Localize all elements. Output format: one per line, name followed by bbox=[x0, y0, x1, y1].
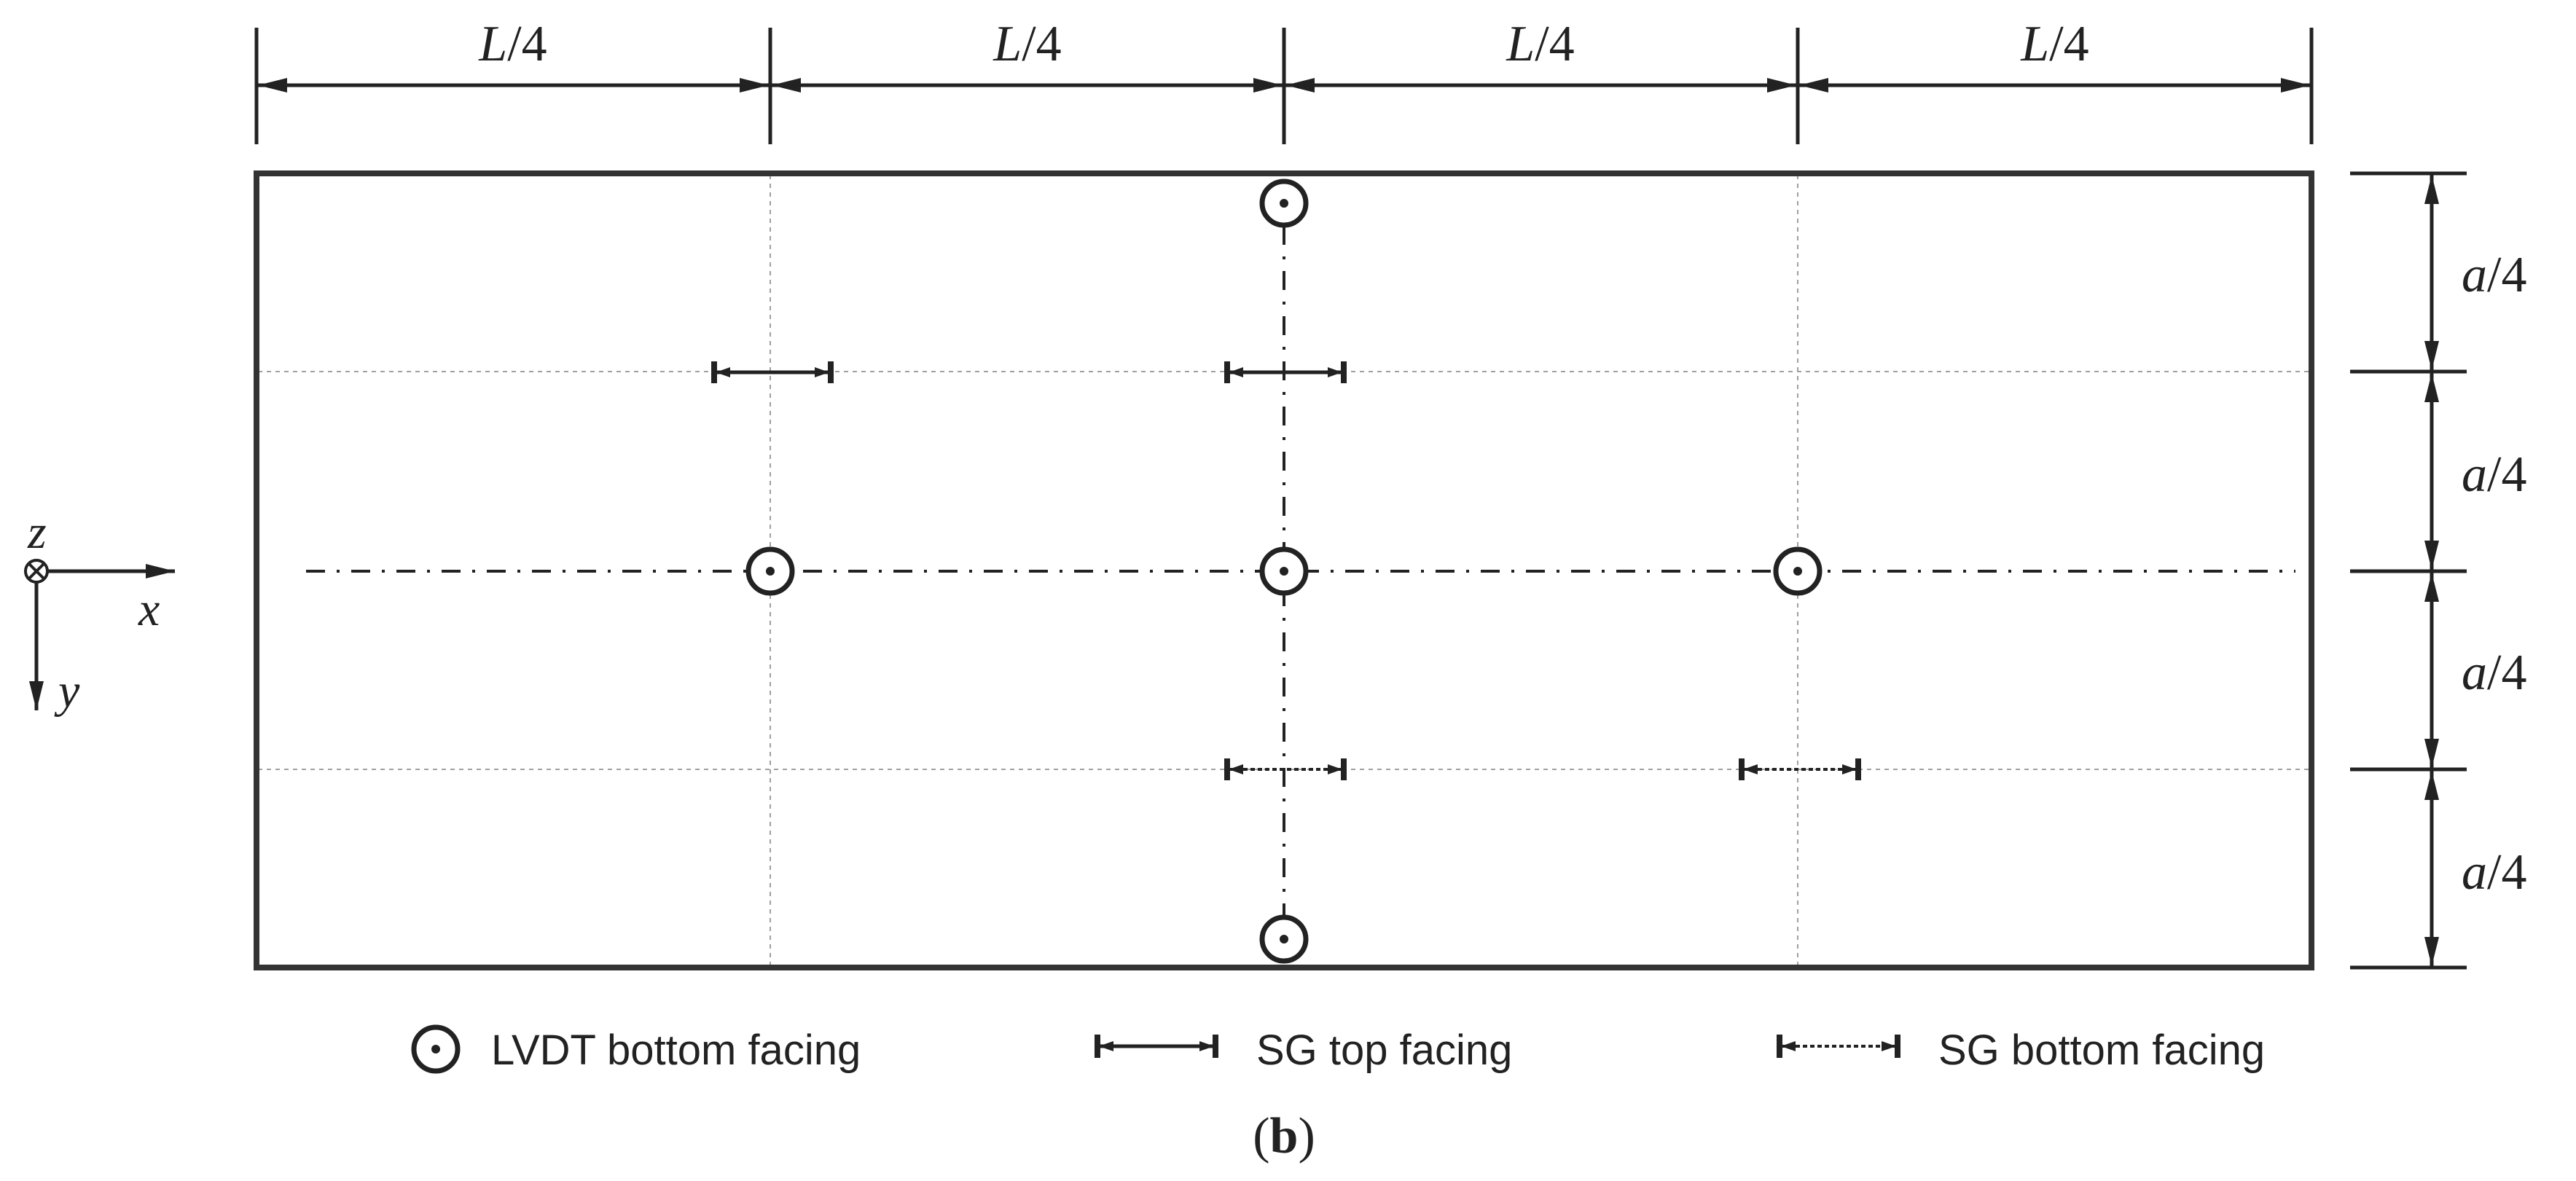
legend-sg-bottom-label: SG bottom facing bbox=[1938, 1027, 2265, 1074]
dim-label-top-3: L/4 bbox=[1506, 16, 1574, 72]
z-into-page-icon bbox=[24, 559, 49, 584]
dim-label-top-1: L/4 bbox=[478, 16, 547, 72]
figure-caption: (b) bbox=[1253, 1108, 1315, 1164]
plate-outline bbox=[254, 170, 2314, 970]
legend: LVDT bottom facing SG top facing SG bott… bbox=[411, 1024, 2265, 1074]
strain-gauges bbox=[711, 361, 1861, 780]
lvdt-sensor-right bbox=[1773, 546, 1823, 596]
lvdt-sensor-top bbox=[1259, 178, 1309, 228]
sg-top-left bbox=[711, 361, 834, 383]
legend-sg-top-icon bbox=[1095, 1035, 1218, 1058]
axis-label-z: z bbox=[27, 506, 47, 559]
legend-sg-top-label: SG top facing bbox=[1256, 1027, 1512, 1074]
legend-lvdt-label: LVDT bottom facing bbox=[491, 1027, 861, 1074]
dim-label-right-1: a/4 bbox=[2462, 247, 2526, 303]
dim-label-right-2: a/4 bbox=[2462, 447, 2526, 503]
axis-label-x: x bbox=[138, 583, 160, 636]
legend-sg-bottom-icon bbox=[1777, 1035, 1900, 1058]
legend-lvdt-icon bbox=[411, 1024, 461, 1074]
sg-bottom-center bbox=[1224, 758, 1347, 780]
dim-label-right-3: a/4 bbox=[2462, 645, 2526, 701]
sg-bottom-right bbox=[1739, 758, 1861, 780]
lvdt-sensors bbox=[745, 178, 1823, 964]
lvdt-sensor-bottom bbox=[1259, 914, 1309, 964]
lvdt-sensor-center bbox=[1259, 546, 1309, 596]
dim-label-top-4: L/4 bbox=[2020, 16, 2088, 72]
top-dimensions: L/4 L/4 L/4 L/4 bbox=[254, 16, 2314, 144]
sg-top-center bbox=[1224, 361, 1347, 383]
dim-label-right-4: a/4 bbox=[2462, 844, 2526, 901]
right-dimensions: a/4 a/4 a/4 a/4 bbox=[2350, 171, 2526, 970]
lvdt-sensor-left bbox=[745, 546, 795, 596]
axis-label-y: y bbox=[54, 664, 80, 718]
dim-label-top-2: L/4 bbox=[993, 16, 1061, 72]
coordinate-axes: z x y bbox=[24, 506, 175, 718]
